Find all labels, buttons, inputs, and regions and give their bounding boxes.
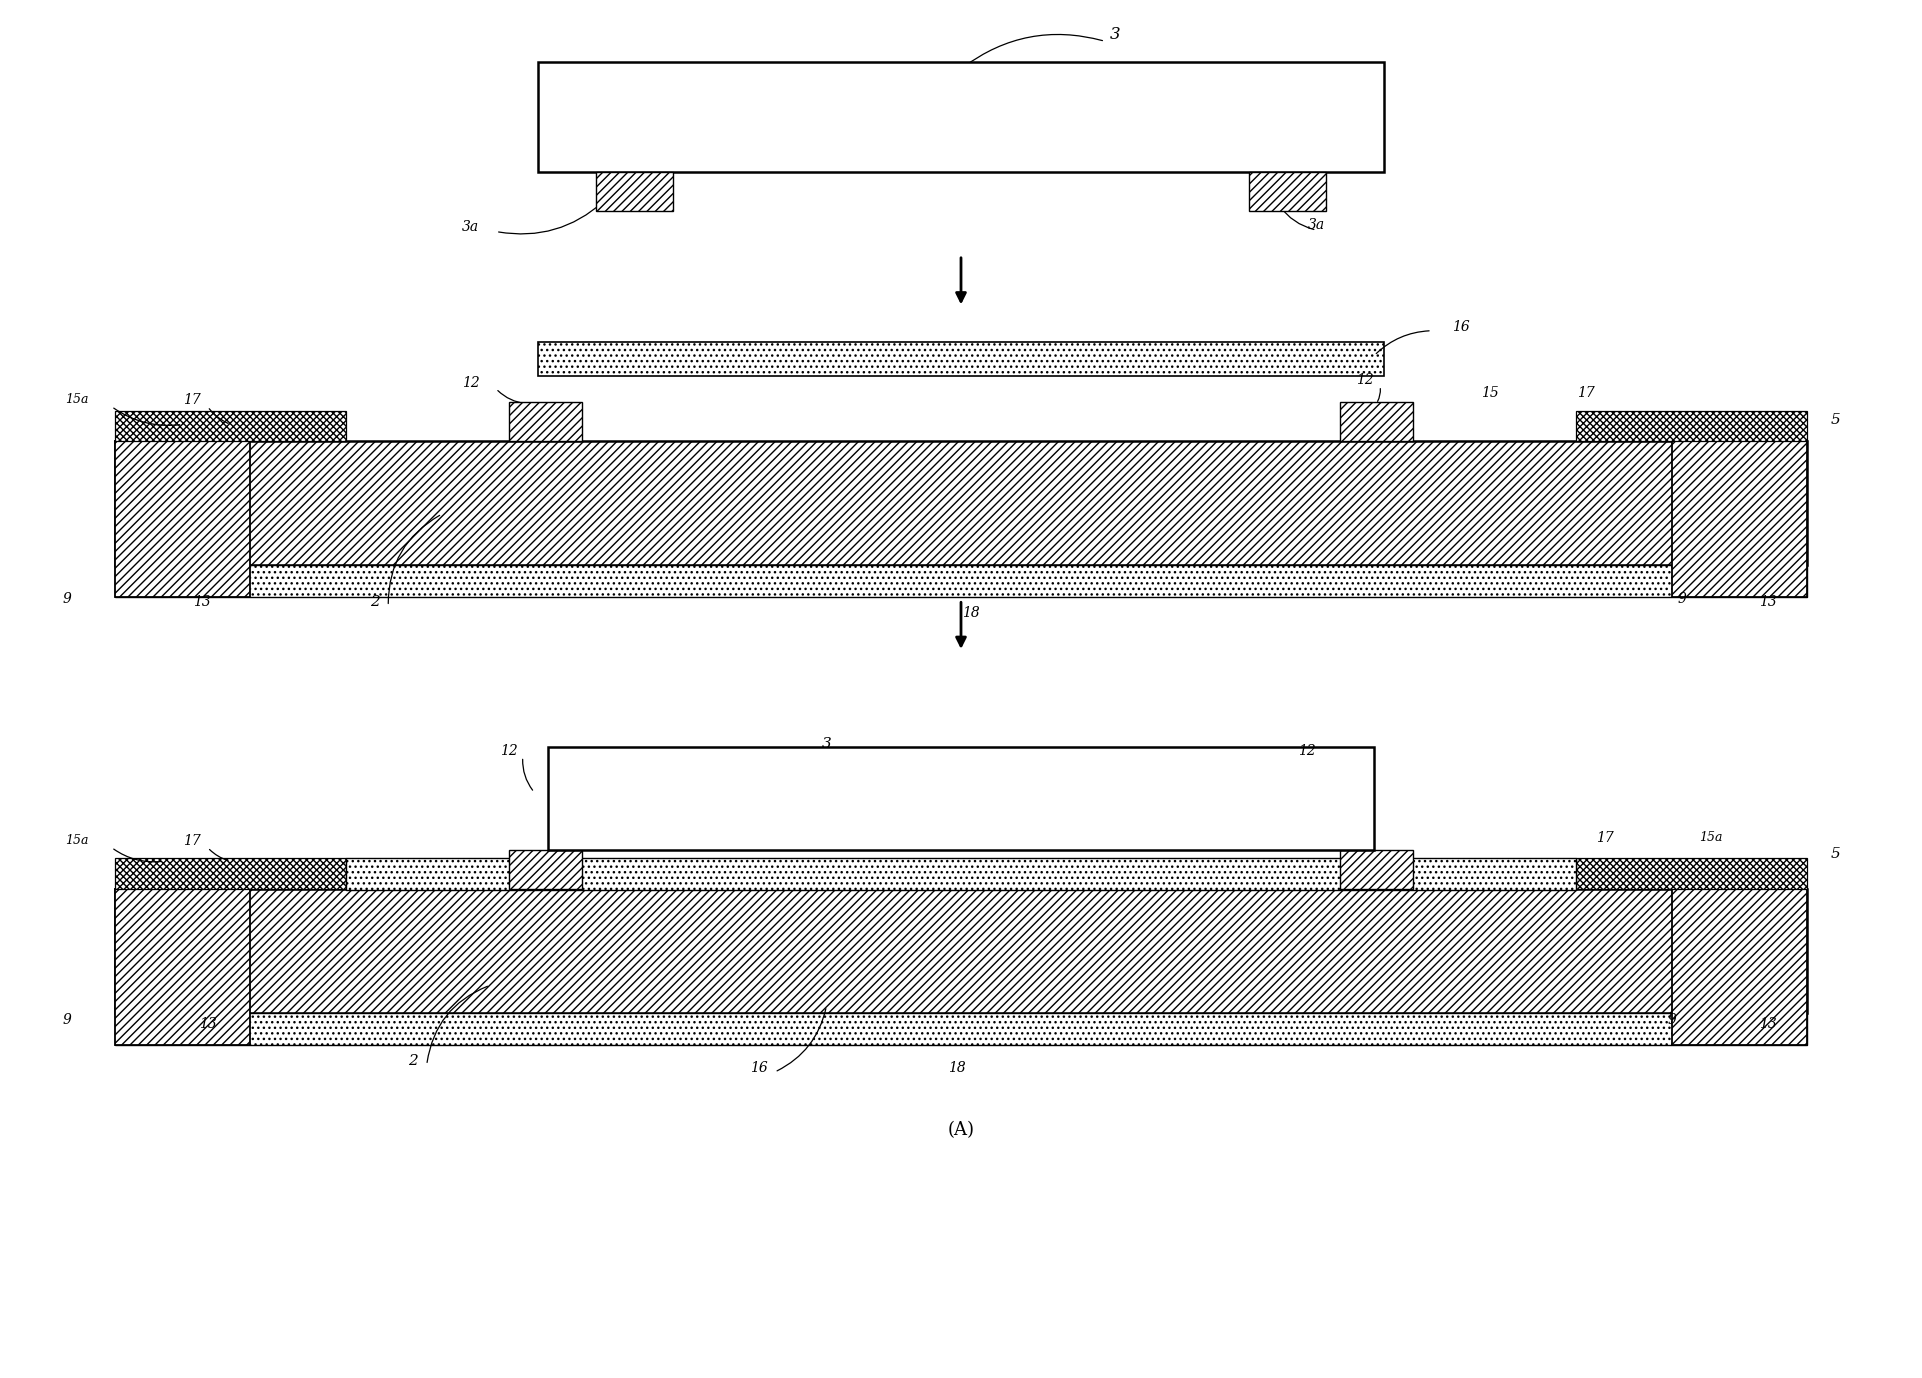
Bar — [538, 62, 1384, 172]
Bar — [538, 342, 1384, 376]
Bar — [1340, 850, 1413, 889]
Text: 5: 5 — [1830, 847, 1841, 861]
Text: 17: 17 — [183, 393, 202, 407]
Text: 13: 13 — [1759, 595, 1778, 609]
Text: 16: 16 — [1451, 320, 1470, 333]
Bar — [1672, 441, 1807, 597]
Text: 2: 2 — [369, 595, 381, 609]
Bar — [115, 441, 1807, 565]
Text: 3a: 3a — [1309, 218, 1324, 232]
Text: 12: 12 — [1355, 373, 1374, 387]
Text: 15a: 15a — [65, 393, 88, 407]
Text: 17: 17 — [1595, 831, 1614, 845]
Text: 18: 18 — [948, 1061, 967, 1075]
Bar — [1576, 411, 1807, 441]
Text: 12: 12 — [461, 376, 480, 390]
Text: 3: 3 — [821, 737, 832, 751]
Text: (A): (A) — [948, 1120, 974, 1140]
Text: 9: 9 — [63, 593, 71, 606]
Text: 3a: 3a — [463, 220, 479, 234]
Text: 12: 12 — [1297, 744, 1317, 758]
Text: 15a: 15a — [1699, 831, 1722, 845]
Bar — [346, 858, 1576, 890]
Text: 13: 13 — [198, 1017, 217, 1031]
Text: 2: 2 — [407, 1054, 419, 1068]
Bar — [1672, 889, 1807, 1045]
Text: 15a: 15a — [65, 834, 88, 847]
Text: 3: 3 — [1109, 26, 1121, 43]
Bar — [1340, 402, 1413, 441]
Text: 12: 12 — [500, 744, 519, 758]
Bar — [509, 402, 582, 441]
Text: 9: 9 — [1678, 593, 1686, 606]
Bar — [115, 1013, 1807, 1045]
Bar — [115, 858, 346, 889]
Text: 5: 5 — [1830, 413, 1841, 427]
Bar — [1249, 172, 1326, 211]
Bar — [1576, 858, 1807, 889]
Text: 9: 9 — [1668, 1013, 1676, 1027]
Text: 9: 9 — [63, 1013, 71, 1027]
Text: 16: 16 — [750, 1061, 769, 1075]
Bar — [115, 565, 1807, 597]
Bar — [548, 747, 1374, 850]
Text: 17: 17 — [183, 834, 202, 847]
Bar — [596, 172, 673, 211]
Bar — [115, 889, 250, 1045]
Text: 13: 13 — [1759, 1017, 1778, 1031]
Text: 17: 17 — [1576, 386, 1595, 400]
Text: 15: 15 — [1480, 386, 1499, 400]
Text: 13: 13 — [192, 595, 211, 609]
Bar — [115, 441, 250, 597]
Text: 18: 18 — [961, 606, 980, 620]
Bar — [115, 889, 1807, 1013]
Bar — [115, 411, 346, 441]
Bar — [509, 850, 582, 889]
